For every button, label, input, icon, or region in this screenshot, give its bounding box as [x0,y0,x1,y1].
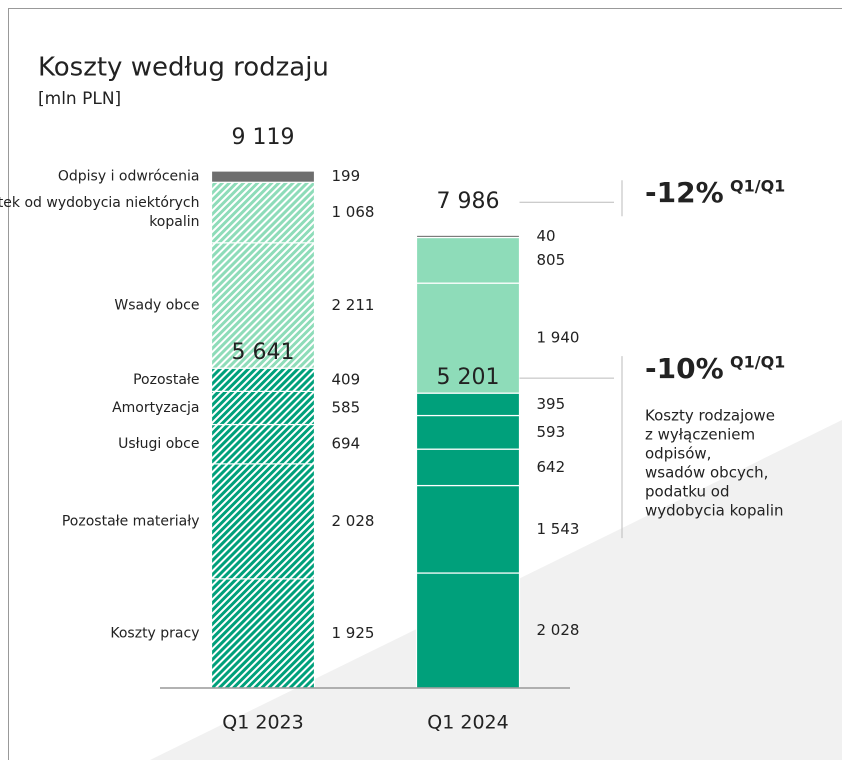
x-tick-label: Q1 2024 [427,712,508,734]
chart-subtitle: [mln PLN] [38,89,121,109]
series-label: Pozostałe materiały [62,513,200,529]
value-label: 2 211 [332,296,375,314]
bar-segment [415,572,521,689]
bar-segment [210,170,316,183]
bar-segment [210,463,316,580]
series-label: Odpisy i odwrócenia [58,169,200,185]
bar-segment [415,484,521,574]
series-label: Koszty pracy [110,625,199,641]
value-label: 593 [537,423,566,441]
annotation-value: -12% [645,176,724,209]
total-label: 9 119 [232,125,295,150]
annotation-suffix: Q1/Q1 [730,353,785,372]
bar-segment [415,234,521,239]
series-label: Usługi obce [118,436,199,452]
bar-segment [210,390,316,426]
value-label: 642 [537,458,566,476]
value-label: 1 925 [332,624,375,642]
value-label: 2 028 [537,621,580,639]
value-label: 40 [537,227,556,245]
annotation-value: -10% [645,352,724,385]
annotation-note: wydobycia kopalin [645,502,784,520]
bar-segment [210,367,316,392]
total-label: 7 986 [437,189,500,214]
annotation-note: odpisów, [645,445,711,463]
bar-segment [415,282,521,394]
annotation-note: Koszty rodzajowe [645,407,775,425]
annotation-suffix: Q1/Q1 [730,177,785,196]
bar-segment [210,181,316,244]
value-label: 1 068 [332,203,375,221]
bar-segment [415,392,521,417]
value-label: 199 [332,167,361,185]
bar-segment [415,448,521,487]
series-label: Amortyzacja [112,400,199,416]
chart-title: Koszty według rodzaju [38,53,329,83]
subtotal-label: 5 201 [437,365,500,390]
x-tick-label: Q1 2023 [222,712,303,734]
bar-segment [210,578,316,689]
bar-segment [210,423,316,465]
value-label: 409 [332,370,361,388]
value-label: 1 940 [537,329,580,347]
series-label: Wsady obce [114,298,199,314]
series-label: Pozostałe [133,372,199,388]
value-label: 1 543 [537,520,580,538]
annotation-note: wsadów obcych, [645,464,768,482]
bar-segment [210,242,316,369]
value-label: 585 [332,398,361,416]
bar-segment [415,236,521,284]
value-label: 2 028 [332,512,375,530]
value-label: 395 [537,395,566,413]
subtotal-label: 5 641 [232,340,295,365]
annotation-note: z wyłączeniem [645,426,755,444]
annotation-note: podatku od [645,483,730,501]
value-label: 694 [332,435,361,453]
bar-segment [415,414,521,450]
value-label: 805 [537,251,566,269]
